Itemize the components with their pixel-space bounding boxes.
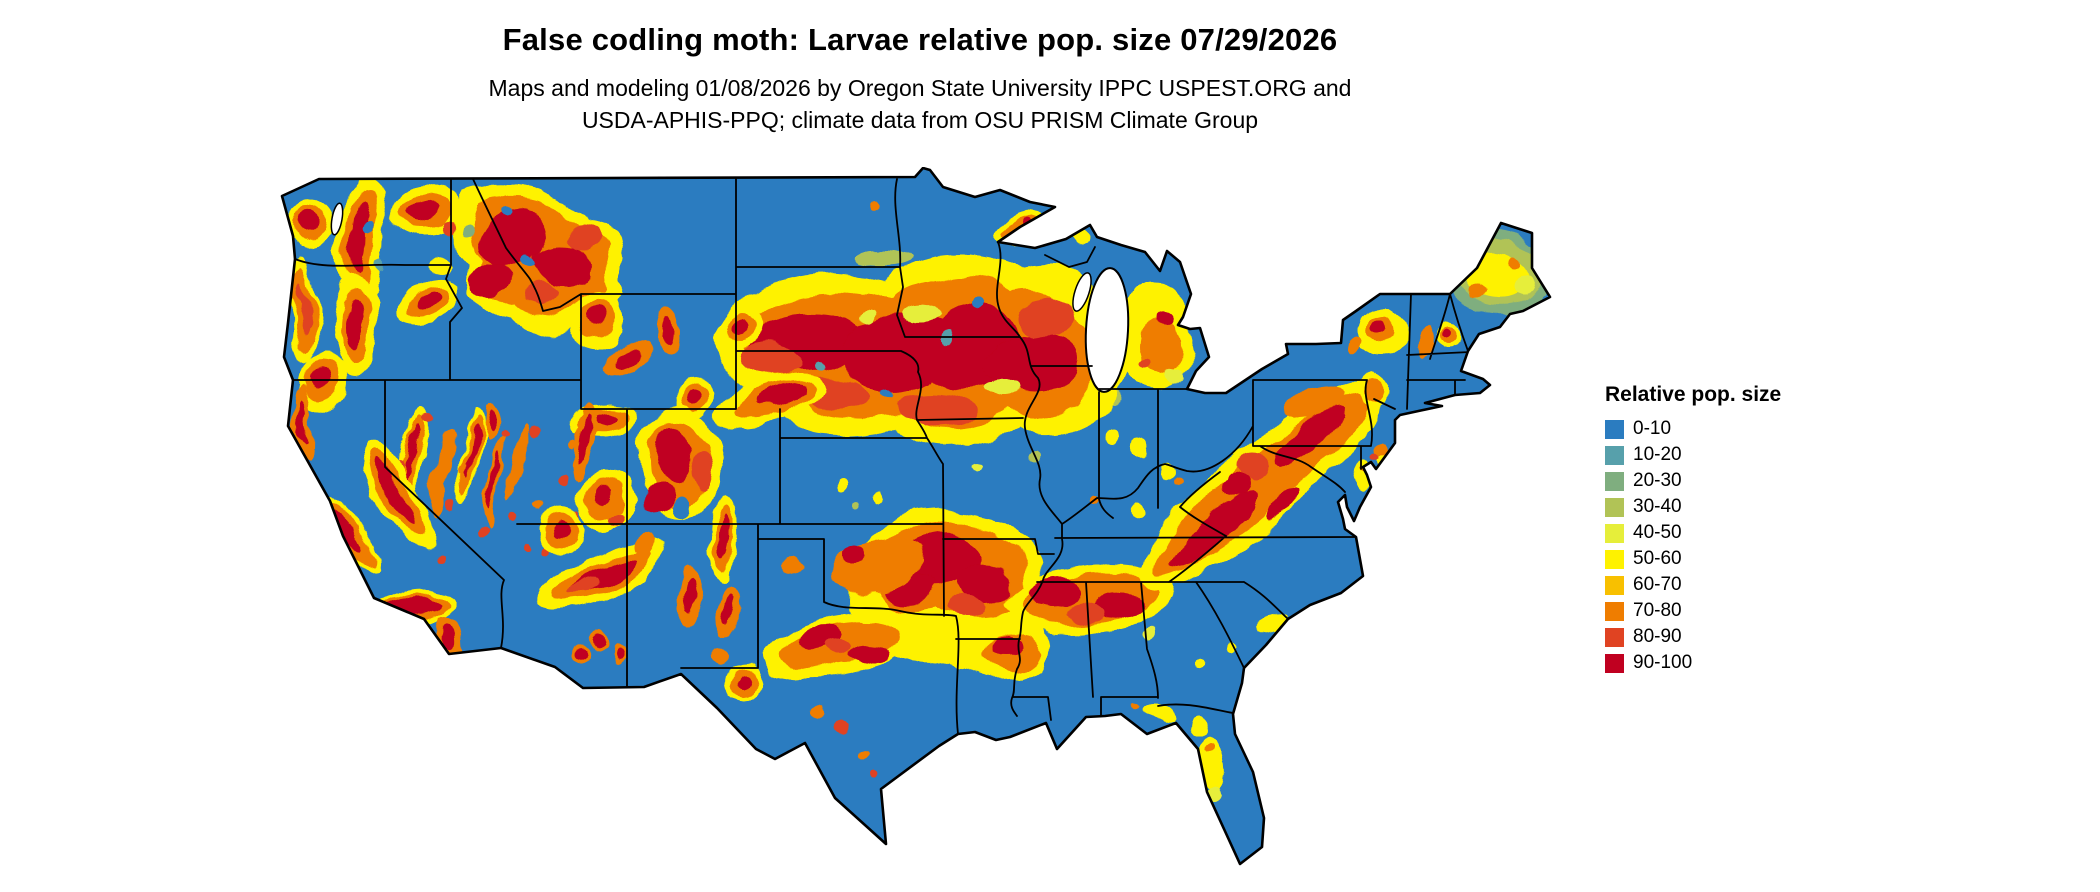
us-outline (280, 166, 1552, 866)
green-bay (1072, 272, 1092, 312)
legend-swatch (1605, 523, 1624, 543)
legend-label: 30-40 (1633, 496, 1682, 517)
legend-label: 20-30 (1633, 470, 1682, 491)
legend-swatch (1605, 497, 1624, 517)
legend-label: 0-10 (1633, 418, 1672, 439)
legend-swatch (1605, 627, 1624, 647)
legend-item: 40-50 (1605, 520, 1885, 546)
legend-swatch (1605, 471, 1624, 491)
legend-title: Relative pop. size (1605, 383, 1782, 406)
legend-item: 0-10 (1605, 416, 1885, 442)
legend-label: 60-70 (1633, 574, 1682, 595)
legend-swatch (1605, 653, 1624, 673)
figure-titles: False codling moth: Larvae relative pop.… (0, 22, 1840, 136)
legend-label: 50-60 (1633, 548, 1682, 569)
map-legend: Relative pop. size 0-10 10-20 20-30 30-4… (1605, 383, 1885, 676)
map-fill-layer (282, 168, 1550, 864)
legend-item: 80-90 (1605, 624, 1885, 650)
state-borders (292, 178, 1471, 735)
legend-swatch (1605, 601, 1624, 621)
lake-michigan (1084, 267, 1130, 393)
legend-item: 90-100 (1605, 650, 1885, 676)
legend-swatch (1605, 549, 1624, 569)
legend-item: 20-30 (1605, 468, 1885, 494)
legend-item: 30-40 (1605, 494, 1885, 520)
legend-label: 90-100 (1633, 652, 1693, 673)
legend-item: 70-80 (1605, 598, 1885, 624)
subtitle-line-1: Maps and modeling 01/08/2026 by Oregon S… (488, 75, 1352, 101)
lakes (330, 202, 1130, 393)
legend-swatch (1605, 445, 1624, 465)
legend-item: 60-70 (1605, 572, 1885, 598)
legend-label: 80-90 (1633, 626, 1682, 647)
subtitle-line-2: USDA-APHIS-PPQ; climate data from OSU PR… (581, 107, 1259, 133)
legend-label: 40-50 (1633, 522, 1682, 543)
legend-label: 10-20 (1633, 444, 1682, 465)
legend-label: 70-80 (1633, 600, 1682, 621)
legend-item: 50-60 (1605, 546, 1885, 572)
legend-swatch (1605, 575, 1624, 595)
legend-item: 10-20 (1605, 442, 1885, 468)
puget-sound (330, 202, 344, 236)
us-map (275, 166, 1560, 885)
us-map-svg (280, 166, 1552, 866)
legend-swatch (1605, 419, 1624, 439)
figure-subtitle: Maps and modeling 01/08/2026 by Oregon S… (0, 72, 1840, 136)
page-title: False codling moth: Larvae relative pop.… (502, 22, 1338, 57)
